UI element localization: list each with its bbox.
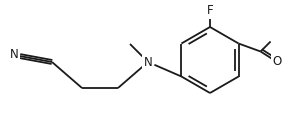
Text: N: N [10, 49, 18, 61]
Text: N: N [144, 56, 152, 68]
Text: F: F [207, 4, 213, 18]
Text: O: O [272, 55, 281, 68]
